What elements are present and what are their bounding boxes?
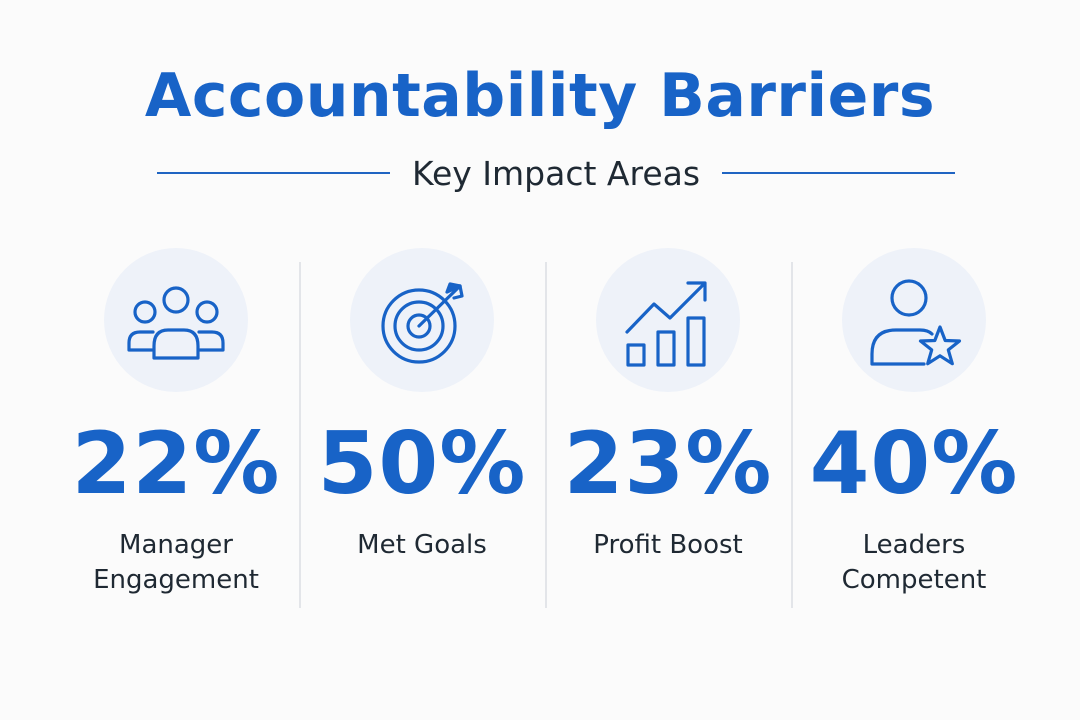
user-star-icon — [870, 279, 962, 366]
subtitle-left-rule — [157, 172, 390, 174]
stat-profit-boost: 23% Profit Boost — [545, 248, 791, 608]
stat-value: 40% — [809, 414, 1019, 514]
stat-label-line: Met Goals — [357, 530, 487, 560]
icon-circle — [350, 248, 494, 392]
icon-circle — [596, 248, 740, 392]
stat-met-goals: 50% Met Goals — [299, 248, 545, 608]
stat-value: 23% — [563, 414, 773, 514]
stat-label: Met Goals — [299, 528, 545, 563]
stat-manager-engagement: 22% Manager Engagement — [53, 248, 299, 608]
column-divider — [299, 262, 301, 608]
stat-label-line: Profit Boost — [593, 530, 743, 560]
subtitle-right-rule — [722, 172, 956, 174]
icon-circle — [104, 248, 248, 392]
team-icon — [127, 286, 225, 360]
stat-label: Profit Boost — [545, 528, 791, 563]
stat-label-line: Competent — [841, 565, 987, 595]
subtitle-row: Key Impact Areas — [157, 148, 956, 198]
icon-circle — [842, 248, 986, 392]
column-divider — [545, 262, 547, 608]
growth-chart-icon — [625, 281, 707, 367]
stat-label-line: Leaders — [862, 530, 966, 560]
stat-label-line: Manager — [119, 530, 233, 560]
target-icon — [381, 282, 464, 364]
stat-label: Manager Engagement — [53, 528, 299, 598]
subtitle: Key Impact Areas — [411, 153, 701, 193]
stat-value: 22% — [71, 414, 281, 514]
stat-label-line: Engagement — [93, 565, 259, 595]
stat-leaders-competent: 40% Leaders Competent — [791, 248, 1037, 608]
page-title: Accountability Barriers — [144, 61, 936, 131]
stat-value: 50% — [317, 414, 527, 514]
column-divider — [791, 262, 793, 608]
stat-label: Leaders Competent — [791, 528, 1037, 598]
